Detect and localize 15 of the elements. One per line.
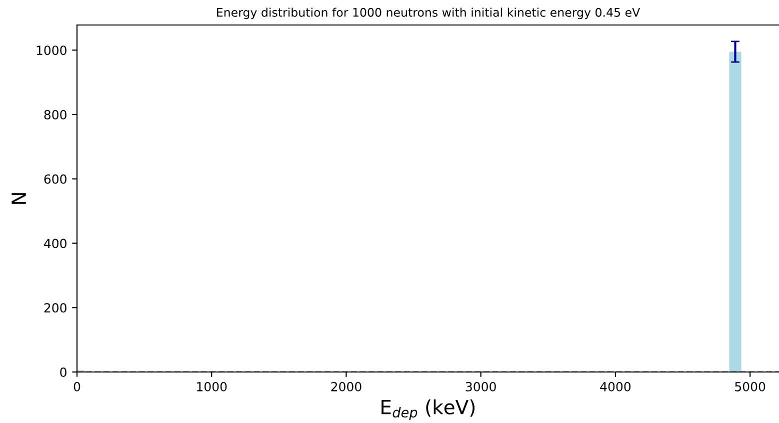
- y-tick-label: 200: [44, 303, 66, 313]
- x-tick-label: 0: [74, 382, 80, 392]
- chart-title: Energy distribution for 1000 neutrons with initial kinetic energy 0.45 eV: [217, 8, 640, 20]
- x-axis-title: E$_{dep}$ (keV): [382, 399, 475, 420]
- x-tick-label: 1000: [197, 382, 227, 392]
- y-tick-label: 600: [44, 174, 66, 184]
- x-tick-label: 2000: [331, 382, 362, 392]
- y-tick-label: 0: [60, 367, 66, 377]
- y-tick-label: 400: [44, 238, 66, 248]
- x-tick-label: 5000: [735, 382, 766, 392]
- y-tick-label: 800: [44, 110, 66, 120]
- y-axis-title: N: [12, 193, 26, 204]
- y-tick-label: 1000: [36, 46, 66, 56]
- x-tick-label: 4000: [600, 382, 631, 392]
- x-tick-label: 3000: [466, 382, 496, 392]
